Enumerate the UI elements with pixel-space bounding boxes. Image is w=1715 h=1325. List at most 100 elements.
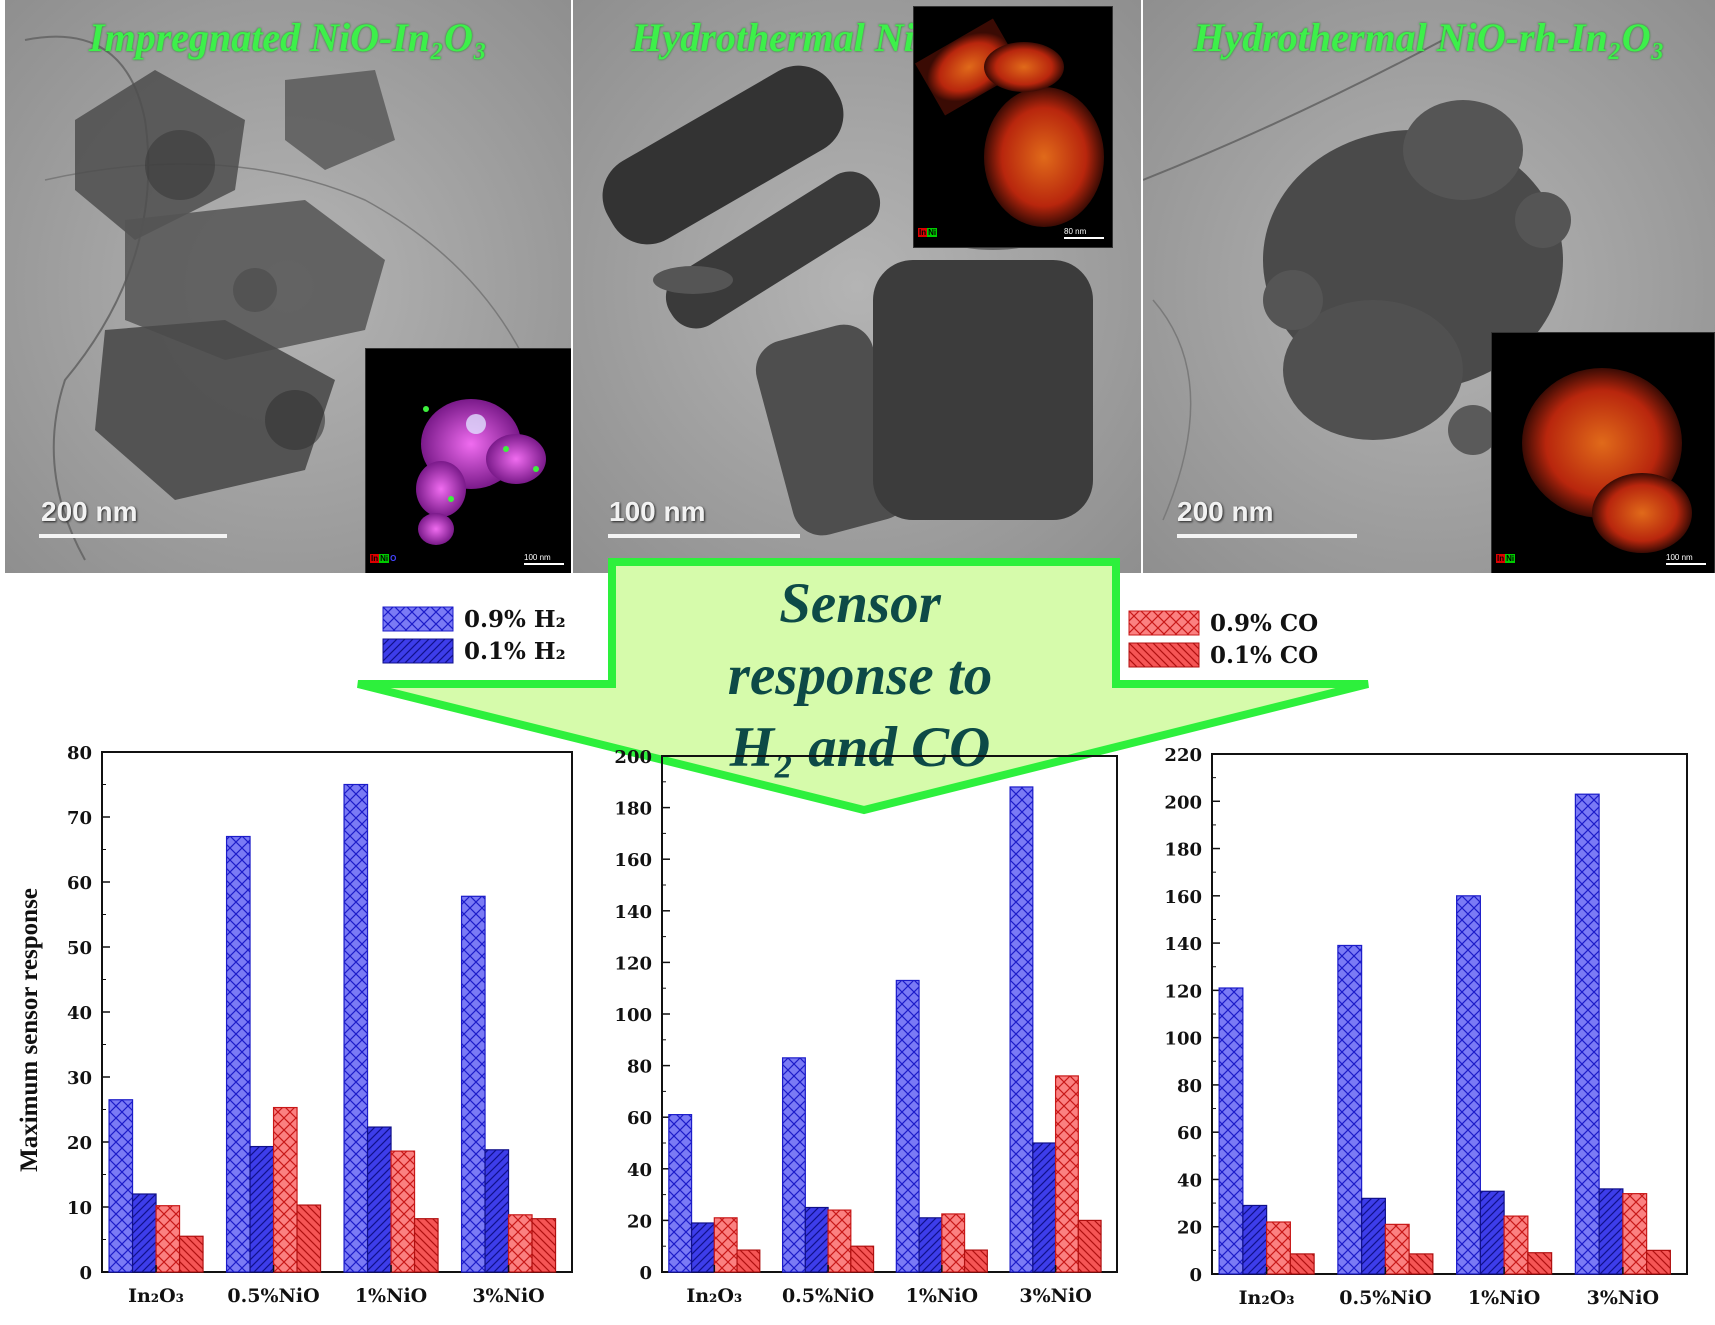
eds-map-inset: In Ni O 100 nm [365, 348, 571, 573]
y-tick-label: 100 [614, 1005, 652, 1026]
y-tick-label: 0 [79, 1263, 92, 1284]
eds-map-inset: In Ni 80 nm [913, 6, 1113, 248]
y-tick-label: 180 [614, 799, 652, 820]
y-tick-label: 10 [67, 1198, 92, 1219]
bar-co-2-3 [1527, 1252, 1553, 1275]
y-tick-label: 20 [67, 1133, 92, 1154]
eds-map-inset: In Ni 100 nm [1491, 332, 1715, 573]
bar-h2-0-0 [108, 1099, 134, 1273]
legend-item-co-low: 0.1% CO [1128, 639, 1318, 671]
bar-h2-1-0 [225, 835, 251, 1273]
bar-co-3-3 [1646, 1249, 1671, 1275]
y-tick-label: 200 [614, 747, 652, 768]
bar-co-3-2 [1622, 1193, 1648, 1275]
x-tick-label: In₂O₃ [128, 1285, 184, 1307]
bar-chart-hydrothermal-rh: 0 20 40 60 80 100 120 140 160 180 200 220 In₂O₃ 0.5%N… [1164, 745, 1688, 1309]
bar-h2-0-0 [1218, 987, 1244, 1275]
bar-h2-1-1 [1361, 1197, 1386, 1275]
x-tick-label: 1%NiO [1468, 1287, 1540, 1309]
bar-h2-1-1 [249, 1145, 275, 1273]
x-tick-label: 3%NiO [1587, 1287, 1659, 1309]
bar-co-0-3 [178, 1235, 204, 1273]
legend-label: 0.1% H₂ [464, 637, 566, 665]
bar-co-2-2 [1503, 1215, 1529, 1275]
y-tick-label: 180 [1164, 840, 1202, 861]
eds-legend-in: In [918, 228, 928, 237]
tem-micrograph [5, 0, 571, 573]
bar-chart-impregnated: 0 10 20 30 40 50 60 70 80 In₂O₃ 0.5%NiO 1%NiO 3%NiO [67, 743, 573, 1307]
scale-label: 200 nm [41, 496, 138, 527]
bar-co-0-3 [736, 1249, 761, 1273]
bar-h2-3-0 [1574, 793, 1600, 1275]
bar-co-3-2 [507, 1214, 533, 1273]
bar-co-1-3 [850, 1245, 875, 1273]
bar-co-3-3 [531, 1218, 557, 1273]
bar-h2-1-0 [781, 1057, 806, 1273]
x-tick-label: 1%NiO [906, 1285, 978, 1307]
eds-legend: In Ni O [370, 554, 397, 563]
inset-scale-label: 100 nm [1666, 553, 1693, 562]
bar-co-1-3 [1408, 1253, 1434, 1275]
scale-bar [39, 534, 227, 538]
x-tick-label: 3%NiO [472, 1285, 544, 1307]
bar-h2-3-1 [484, 1149, 510, 1273]
y-tick-label: 140 [1164, 934, 1202, 955]
y-tick-label: 40 [1177, 1170, 1202, 1191]
x-tick-label: 3%NiO [1019, 1285, 1091, 1307]
legend-item-h2-low: 0.1% H₂ [382, 635, 566, 667]
legend-item-h2-high: 0.9% H₂ [382, 603, 566, 635]
x-tick-label: In₂O₃ [686, 1285, 742, 1307]
eds-legend-in: In [1496, 554, 1506, 563]
bar-co-0-2 [1266, 1221, 1291, 1275]
y-tick-label: 220 [1164, 745, 1202, 766]
bar-h2-3-1 [1032, 1142, 1057, 1273]
tem-panel-hydrothermal-rh: Hydrothermal NiO-rh-In₂O₃ 200 nm In Ni 10… [1143, 0, 1715, 573]
y-tick-label: 0 [1189, 1265, 1202, 1286]
eds-map-image [416, 399, 546, 545]
scale-bar [1177, 534, 1357, 538]
y-tick-label: 40 [627, 1160, 652, 1181]
x-tick-label: 0.5%NiO [782, 1285, 874, 1307]
eds-legend-in: In [370, 554, 380, 563]
bar-co-2-2 [390, 1150, 416, 1273]
y-tick-label: 140 [614, 902, 652, 923]
y-tick-label: 70 [67, 808, 92, 829]
bar-chart-hydrothermal-c: 0 20 40 60 80 100 120 140 160 180 200 In₂O₃ 0.5%NiO 1… [614, 747, 1118, 1307]
bar-co-2-2 [941, 1213, 966, 1273]
tem-panel-impregnated: Impregnated NiO-In₂O₃ 200 nm In Ni O 100 n… [5, 0, 571, 573]
inset-scale: 100 nm [1666, 553, 1706, 565]
bar-h2-0-1 [131, 1193, 157, 1273]
callout-line2: response to [727, 644, 993, 707]
bar-co-1-2 [827, 1209, 852, 1273]
y-tick-label: 60 [627, 1108, 652, 1129]
y-tick-label: 30 [67, 1068, 92, 1089]
y-tick-label: 160 [1164, 887, 1202, 908]
inset-scale: 100 nm [524, 553, 564, 565]
legend-swatch-h2-low [382, 638, 454, 664]
bar-co-0-3 [1289, 1253, 1315, 1275]
inset-scale: 80 nm [1064, 227, 1104, 239]
y-tick-label: 80 [67, 743, 92, 764]
bar-h2-3-1 [1598, 1188, 1624, 1275]
bar-h2-2-1 [366, 1126, 392, 1273]
x-tick-label: 0.5%NiO [1339, 1287, 1431, 1309]
bar-co-1-2 [1384, 1223, 1410, 1275]
bar-h2-3-0 [460, 895, 486, 1273]
legend-h2: 0.9% H₂ 0.1% H₂ [382, 603, 566, 667]
bar-h2-1-0 [1337, 944, 1363, 1275]
tem-panel-hydrothermal-c: Hydrothermal NiO-c-In₂O₃ 100 nm In Ni 80 … [573, 0, 1141, 573]
legend-swatch-h2-high [382, 606, 454, 632]
y-tick-label: 20 [627, 1211, 652, 1232]
eds-legend-ni: Ni [927, 228, 938, 237]
inset-scale-label: 100 nm [524, 553, 551, 562]
legend-label: 0.1% CO [1210, 641, 1319, 669]
bar-h2-2-1 [918, 1217, 943, 1273]
eds-legend-ni: Ni [1505, 554, 1516, 563]
eds-legend-ni: Ni [379, 554, 390, 563]
eds-map-image [915, 18, 1104, 227]
y-tick-label: 120 [1164, 981, 1202, 1002]
y-tick-label: 160 [614, 850, 652, 871]
eds-legend: In Ni [918, 228, 938, 237]
legend-label: 0.9% CO [1210, 609, 1319, 637]
bar-h2-0-0 [668, 1114, 693, 1273]
